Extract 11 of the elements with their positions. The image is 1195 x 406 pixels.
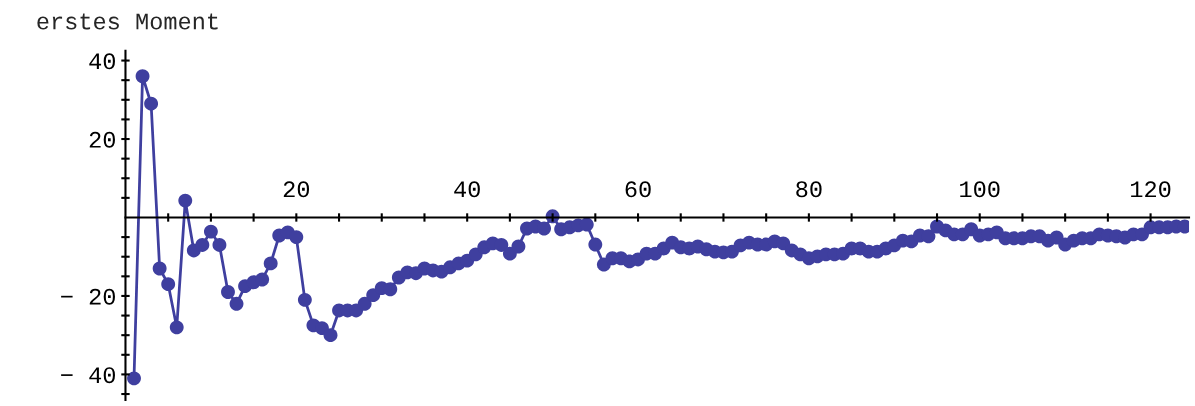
y-axis-title: erstes Moment (37, 13, 218, 30)
y-tick-label: 40 (89, 53, 115, 70)
y-tick-label: 20 (89, 131, 115, 148)
x-tick-label: 20 (283, 181, 310, 198)
x-tick-label: 40 (454, 181, 480, 198)
y-tick-label: − 20 (61, 288, 115, 305)
x-tick-label: 60 (625, 181, 651, 198)
x-tick-label: 120 (1131, 181, 1171, 198)
x-tick-label: 100 (960, 181, 1000, 198)
x-tick-label: 80 (796, 181, 822, 198)
y-tick-label: − 40 (61, 367, 115, 384)
